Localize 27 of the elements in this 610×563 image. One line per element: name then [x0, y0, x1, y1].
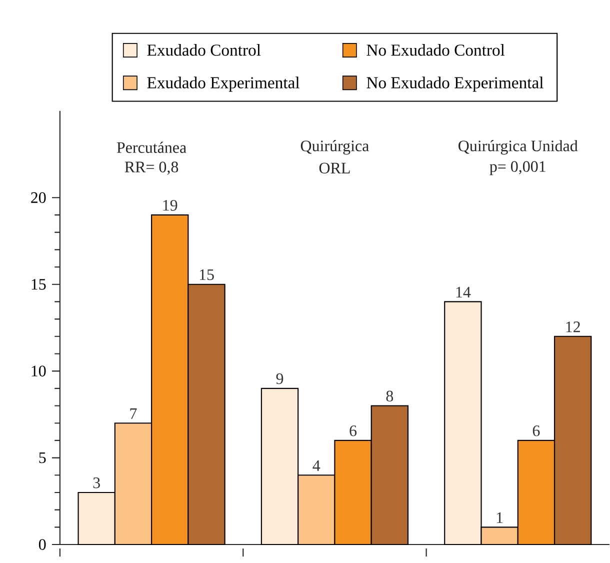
data-label: 3	[93, 477, 100, 488]
y-tick-label: 5	[39, 452, 46, 463]
x-tick-label: Quirúrgica Unidad	[458, 140, 578, 154]
data-label: 12	[566, 321, 580, 332]
annotation: p= 0,001	[490, 160, 546, 175]
legend-label: No Exudado Control	[366, 44, 505, 56]
data-label: 8	[386, 390, 394, 402]
data-label: 19	[163, 200, 178, 210]
data-label: 6	[532, 425, 540, 436]
data-label: 14	[456, 286, 471, 298]
legend-label: Exudado Control	[147, 44, 261, 56]
annotation: ORL	[319, 162, 350, 174]
legend-label: No Exudado Experimental	[366, 76, 544, 92]
x-tick-label: Quirúrgica	[300, 140, 369, 154]
annotation: RR= 0,8	[124, 161, 178, 174]
data-label: 1	[496, 512, 503, 523]
x-tick-label: Percutánea	[116, 141, 186, 153]
data-label: 9	[276, 373, 284, 384]
y-tick-label: 0	[38, 538, 46, 550]
data-label: 7	[130, 408, 137, 419]
y-tick-label: 20	[31, 192, 46, 203]
y-tick-label: 15	[32, 278, 46, 290]
legend-label: Exudado Experimental	[147, 76, 300, 92]
data-label: 15	[200, 269, 214, 280]
data-label: 6	[350, 425, 357, 436]
y-tick-label: 10	[32, 365, 46, 376]
data-label: 4	[312, 460, 320, 471]
